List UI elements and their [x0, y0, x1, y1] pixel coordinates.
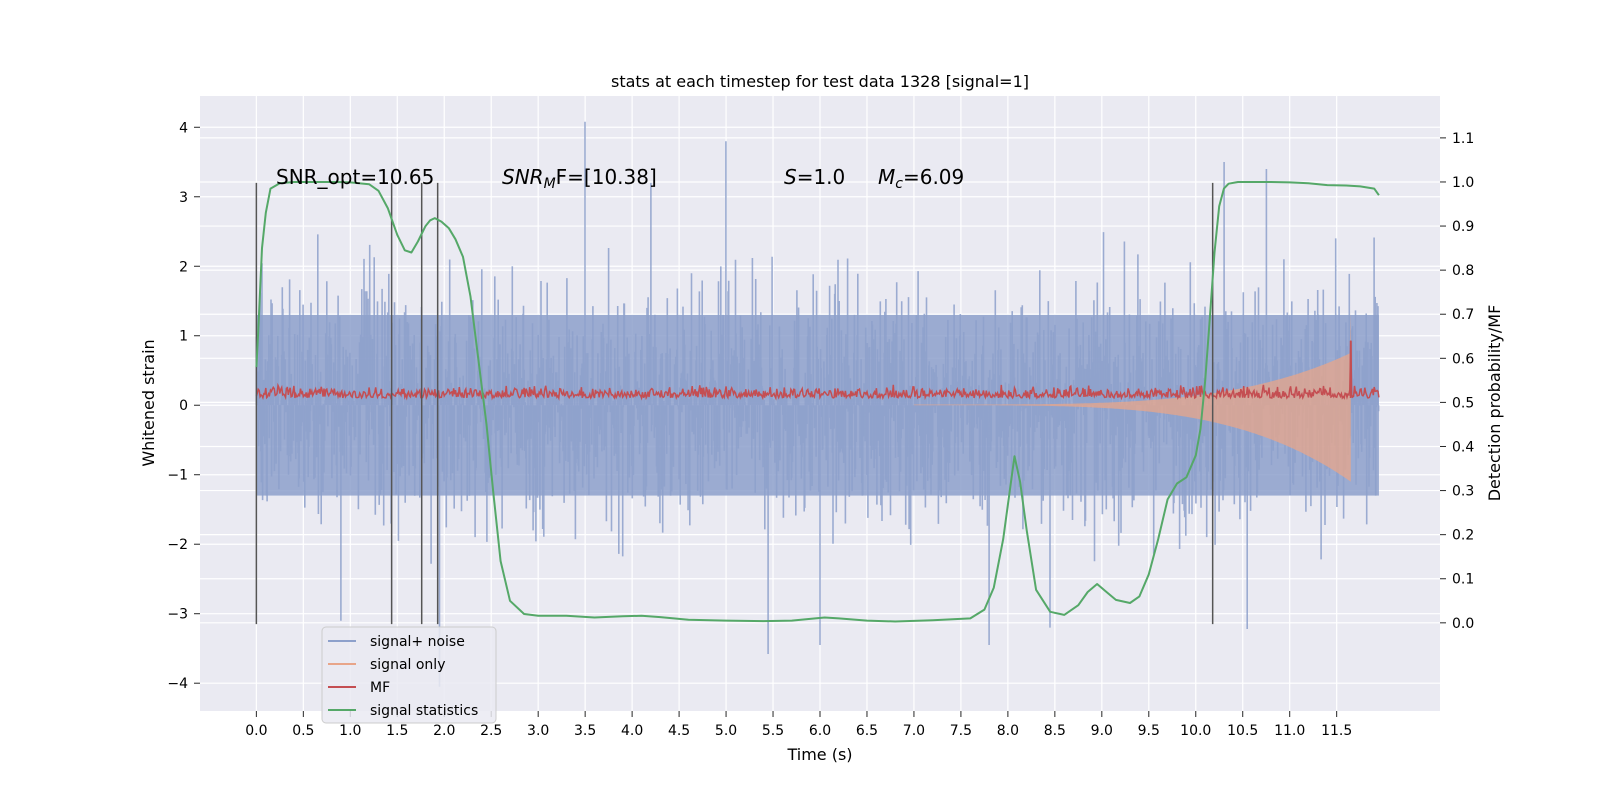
y-tick-label: −2	[167, 537, 188, 553]
legend-label-signal-statistics: signal statistics	[370, 703, 478, 719]
y2-tick-label: 0.2	[1452, 528, 1474, 544]
y-axis-ticks: 4 3 2 1 0 −1 −2 −3 −4	[167, 120, 200, 692]
y2-tick-label: 0.7	[1452, 307, 1474, 323]
x-tick-label: 5.5	[762, 723, 784, 739]
x-tick-label: 4.5	[668, 723, 690, 739]
y2-tick-label: 1.0	[1452, 175, 1474, 191]
y-axis-label: Whitened strain	[139, 339, 158, 466]
annotation-mc: Mc=6.09	[878, 165, 964, 192]
mf-line	[255, 340, 1380, 401]
x-tick-label: 5.0	[715, 723, 737, 739]
x-tick-label: 11.5	[1321, 723, 1352, 739]
x-tick-label: 0.0	[245, 723, 267, 739]
x-tick-label: 9.0	[1091, 723, 1113, 739]
x-tick-label: 8.5	[1044, 723, 1066, 739]
x-tick-label: 1.5	[386, 723, 408, 739]
annotation-snr-mf: SNRMF=[10.38]	[502, 165, 657, 192]
y2-tick-label: 1.1	[1452, 131, 1474, 147]
x-tick-label: 2.0	[433, 723, 455, 739]
legend: signal+ noise signal only MF signal stat…	[321, 626, 497, 724]
y-tick-label: 1	[179, 329, 188, 345]
x-tick-label: 0.5	[292, 723, 314, 739]
vertical-markers	[255, 182, 1214, 625]
x-tick-label: 3.5	[574, 723, 596, 739]
legend-label-signal-noise: signal+ noise	[370, 634, 465, 650]
y2-tick-label: 0.3	[1452, 484, 1474, 500]
series-signal-statistics	[255, 181, 1380, 623]
x-tick-label: 8.0	[997, 723, 1019, 739]
y-tick-label: −3	[167, 607, 188, 623]
y2-axis-ticks: 1.1 1.0 0.9 0.8 0.7 0.6 0.5 0.4 0.3 0.2 0.1 0.0	[1440, 131, 1474, 632]
x-tick-label: 4.0	[621, 723, 643, 739]
y-tick-label: −1	[167, 468, 188, 484]
annotation-s: S=1.0	[784, 165, 845, 189]
y2-tick-label: 0.1	[1452, 572, 1474, 588]
x-tick-label: 6.0	[809, 723, 831, 739]
x-tick-label: 9.5	[1138, 723, 1160, 739]
legend-label-signal-only: signal only	[370, 657, 445, 673]
y-tick-label: 4	[179, 120, 188, 136]
x-axis-ticks: 0.0 0.5 1.0 1.5 2.0 2.5 3.0 3.5 4.0 4.5 5.0 5.5 6.0 6…	[245, 711, 1352, 739]
x-tick-label: 10.5	[1227, 723, 1258, 739]
y2-tick-label: 0.0	[1452, 616, 1474, 632]
x-tick-label: 7.0	[903, 723, 925, 739]
y2-tick-label: 0.9	[1452, 219, 1474, 235]
signal-only-area	[913, 311, 1351, 482]
series-signal-only	[913, 311, 1351, 482]
x-tick-label: 7.5	[950, 723, 972, 739]
x-tick-label: 3.0	[527, 723, 549, 739]
legend-box	[321, 626, 497, 724]
annotation-snr-opt: SNR_opt=10.65	[276, 165, 434, 189]
y-tick-label: 3	[179, 190, 188, 206]
y2-tick-label: 0.8	[1452, 263, 1474, 279]
x-tick-label: 11.0	[1274, 723, 1305, 739]
legend-label-mf: MF	[370, 680, 390, 696]
x-tick-label: 10.0	[1180, 723, 1211, 739]
signal-statistics-line	[255, 181, 1380, 623]
y-tick-label: 2	[179, 259, 188, 275]
y-tick-label: 0	[179, 398, 188, 414]
x-axis-label: Time (s)	[786, 745, 852, 764]
y2-tick-label: 0.6	[1452, 351, 1474, 367]
x-tick-label: 1.0	[339, 723, 361, 739]
chart-title: stats at each timestep for test data 132…	[611, 72, 1029, 91]
annotations: SNR_opt=10.65 SNRMF=[10.38] S=1.0 Mc=6.0…	[276, 165, 964, 192]
x-tick-label: 2.5	[480, 723, 502, 739]
x-tick-label: 6.5	[856, 723, 878, 739]
y2-tick-label: 0.5	[1452, 395, 1474, 411]
y2-tick-label: 0.4	[1452, 439, 1474, 455]
series-mf	[255, 340, 1380, 401]
y2-axis-label: Detection probability/MF	[1485, 305, 1504, 502]
y-tick-label: −4	[167, 676, 188, 692]
